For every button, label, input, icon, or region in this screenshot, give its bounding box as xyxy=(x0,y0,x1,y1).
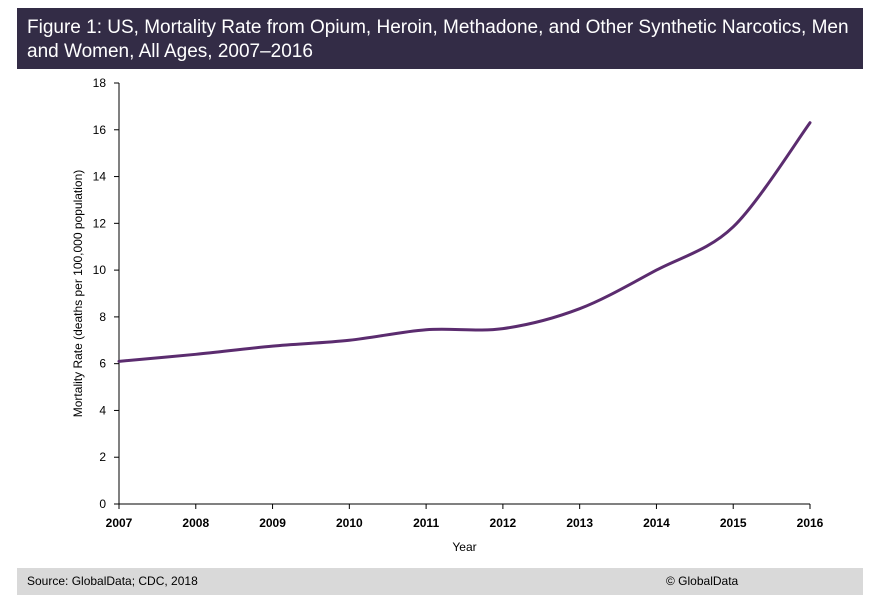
x-tick-label: 2016 xyxy=(797,516,824,530)
x-tick-label: 2011 xyxy=(413,516,439,530)
y-tick-label: 14 xyxy=(93,170,107,184)
y-tick-label: 0 xyxy=(99,497,106,511)
x-tick-label: 2014 xyxy=(643,516,670,530)
y-tick-label: 4 xyxy=(99,403,106,417)
x-tick-label: 2007 xyxy=(106,516,133,530)
figure-title: Figure 1: US, Mortality Rate from Opium,… xyxy=(27,17,849,62)
y-tick-label: 8 xyxy=(99,310,106,324)
y-axis: 0 2 4 6 8 10 12 14 16 18 xyxy=(93,76,120,511)
y-tick-label: 12 xyxy=(93,216,107,230)
y-tick-label: 16 xyxy=(93,123,107,137)
x-tick-label: 2008 xyxy=(182,516,209,530)
y-tick-label: 10 xyxy=(93,263,107,277)
x-tick-label: 2009 xyxy=(259,516,286,530)
x-tick-label: 2012 xyxy=(490,516,517,530)
x-axis-label: Year xyxy=(452,540,476,554)
y-tick-label: 18 xyxy=(93,76,107,90)
source-note: Source: GlobalData; CDC, 2018 xyxy=(27,574,198,588)
y-tick-label: 6 xyxy=(99,357,106,371)
figure-title-bar: Figure 1: US, Mortality Rate from Opium,… xyxy=(17,8,863,69)
footer-bar: Source: GlobalData; CDC, 2018 © GlobalDa… xyxy=(17,568,863,595)
series-layer xyxy=(117,121,812,363)
y-tick-label: 2 xyxy=(99,450,106,464)
x-tick-label: 2010 xyxy=(336,516,363,530)
series-line xyxy=(117,121,812,363)
x-tick-label: 2013 xyxy=(566,516,593,530)
x-axis: 2007 2008 2009 2010 2011 2012 2013 2014 2015 2016 xyxy=(106,503,824,530)
x-tick-label: 2015 xyxy=(720,516,747,530)
y-axis-label: Mortality Rate (deaths per 100,000 popul… xyxy=(71,170,85,417)
copyright-note: © GlobalData xyxy=(666,574,739,588)
